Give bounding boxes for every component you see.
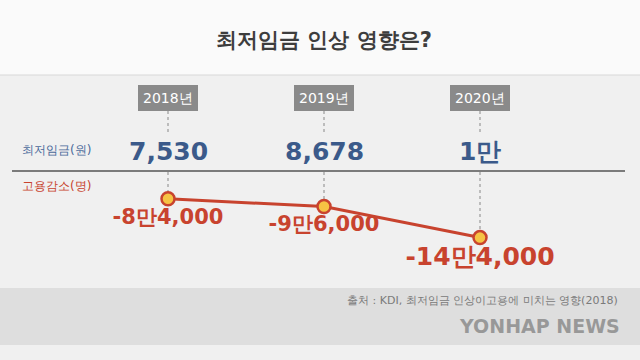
svg-text:-8만4,000: -8만4,000: [113, 205, 224, 229]
svg-text:1만: 1만: [459, 137, 501, 166]
svg-text:-14만4,000: -14만4,000: [405, 242, 554, 271]
svg-text:7,530: 7,530: [129, 137, 208, 166]
svg-text:2019년: 2019년: [299, 90, 349, 106]
svg-text:YONHAP NEWS: YONHAP NEWS: [459, 315, 620, 337]
svg-text:2020년: 2020년: [455, 90, 505, 106]
svg-text:최저임금(원): 최저임금(원): [22, 143, 91, 157]
svg-text:8,678: 8,678: [285, 137, 364, 166]
svg-text:최저임금 인상 영향은?: 최저임금 인상 영향은?: [216, 28, 432, 52]
svg-text:-9만6,000: -9만6,000: [269, 212, 380, 236]
svg-text:출처 : KDI, 최저임금 인상이고용에 미치는 영향(2: 출처 : KDI, 최저임금 인상이고용에 미치는 영향(2018): [347, 294, 618, 307]
svg-text:2018년: 2018년: [143, 90, 193, 106]
svg-text:고용감소(명): 고용감소(명): [22, 179, 91, 193]
